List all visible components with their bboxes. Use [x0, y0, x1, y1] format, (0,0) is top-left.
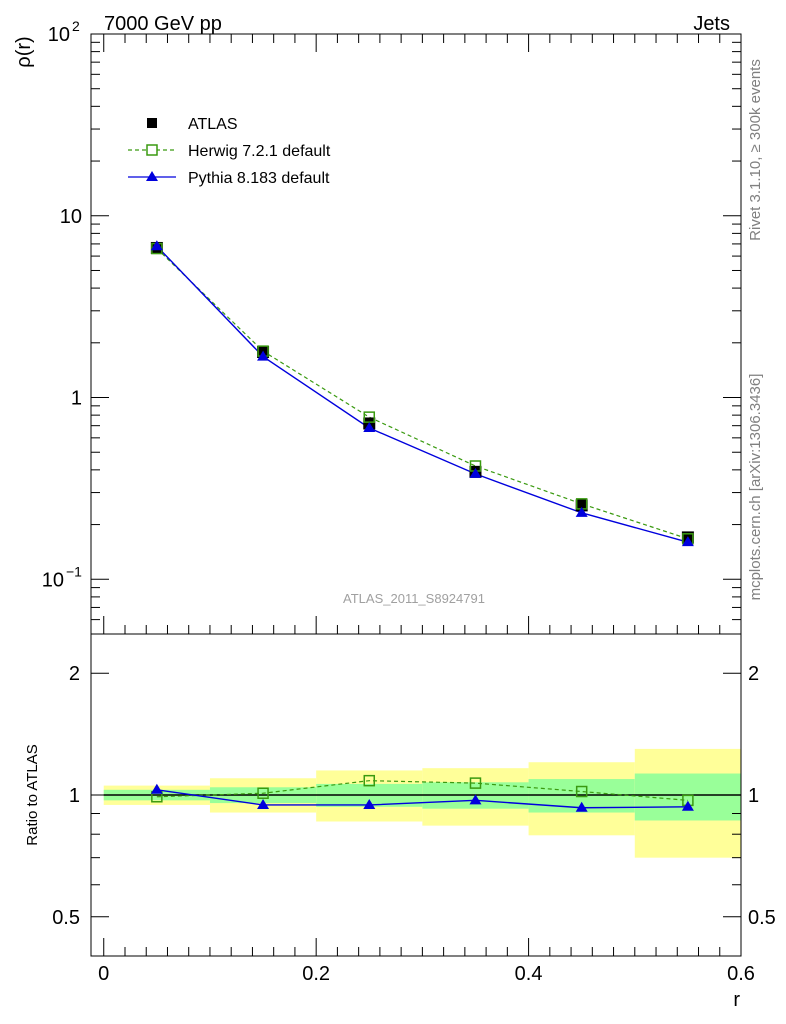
- ratio-band-inner: [634, 773, 741, 821]
- bottom-y-tick-label-right: 2: [748, 663, 759, 685]
- bottom-x-tick-label: 0: [98, 963, 109, 985]
- ratio-herwig-point: [257, 787, 269, 800]
- bottom-y-tick-label-right: 1: [748, 785, 759, 807]
- pythia-line: [156, 245, 689, 543]
- bottom-y-tick-label: 2: [69, 663, 80, 685]
- ratio-herwig-line: [156, 780, 688, 801]
- bottom-x-tick-label: 0.4: [515, 963, 543, 985]
- bottom-y-tick-label: 0.5: [52, 907, 80, 929]
- process-label: 7000 GeV pp: [104, 13, 222, 35]
- x-axis-title: r: [733, 989, 740, 1011]
- legend-atlas-marker: [147, 118, 157, 128]
- ratio-pythia-line: [156, 789, 688, 809]
- ratio-herwig-point: [575, 785, 588, 798]
- ratio-pythia-point: [150, 783, 163, 794]
- bottom-y-tick-label-right: 0.5: [748, 907, 776, 929]
- top-y-tick-label: 1: [71, 388, 82, 410]
- bottom-frame: [90, 633, 742, 957]
- top-y-tick-label: 10: [48, 24, 70, 46]
- ratio-panel: 2 2 1 1 0.5 0.5 0 0.2 0.4 0.6 Ratio to ATLAS r: [24, 633, 776, 1011]
- y-axis-title-ratio: Ratio to ATLAS: [24, 744, 41, 845]
- pythia-point: [150, 240, 163, 251]
- top-y-tick-label: 10: [42, 569, 64, 591]
- ratio-series-group: [150, 774, 694, 812]
- mcplots-label: mcplots.cern.ch [arXiv:1306.3436]: [747, 374, 764, 601]
- pythia-point: [469, 467, 482, 478]
- pythia-point: [257, 350, 270, 361]
- jets-label: Jets: [693, 13, 730, 35]
- legend-pythia-marker: [146, 171, 158, 181]
- ratio-herwig-point: [363, 774, 376, 787]
- ratio-pythia-point: [363, 798, 376, 809]
- top-y-tick-exponent: 2: [72, 18, 80, 34]
- pythia-point: [681, 536, 694, 547]
- ratio-pythia-point: [575, 801, 588, 812]
- ratio-pythia-point: [681, 800, 694, 811]
- legend: ATLAS Herwig 7.2.1 default Pythia 8.183 …: [128, 116, 331, 187]
- legend-herwig-marker: [146, 144, 158, 156]
- rivet-label: Rivet 3.1.10, ≥ 300k events: [747, 59, 764, 241]
- legend-herwig-label: Herwig 7.2.1 default: [188, 143, 331, 160]
- pythia-point: [575, 506, 588, 517]
- bottom-y-tick-label: 1: [69, 785, 80, 807]
- herwig-line: [156, 248, 689, 540]
- bottom-x-tick-label: 0.6: [727, 963, 755, 985]
- analysis-watermark: ATLAS_2011_S8924791: [343, 591, 485, 606]
- bottom-axis-ticks: 2 2 1 1 0.5 0.5 0 0.2 0.4 0.6: [52, 663, 776, 985]
- ratio-pythia-point: [257, 798, 270, 809]
- legend-pythia-label: Pythia 8.183 default: [188, 170, 330, 187]
- ratio-herwig-point: [469, 777, 482, 789]
- bottom-x-tick-label: 0.2: [302, 963, 330, 985]
- top-y-tick-exponent: −1: [66, 563, 82, 579]
- y-axis-title-rho: ρ(r): [13, 36, 35, 67]
- top-y-tick-label: 10: [60, 206, 82, 228]
- top-series-group: [150, 240, 694, 547]
- ratio-pythia-point: [469, 794, 482, 805]
- pythia-point: [363, 421, 376, 432]
- legend-atlas-label: ATLAS: [188, 116, 238, 133]
